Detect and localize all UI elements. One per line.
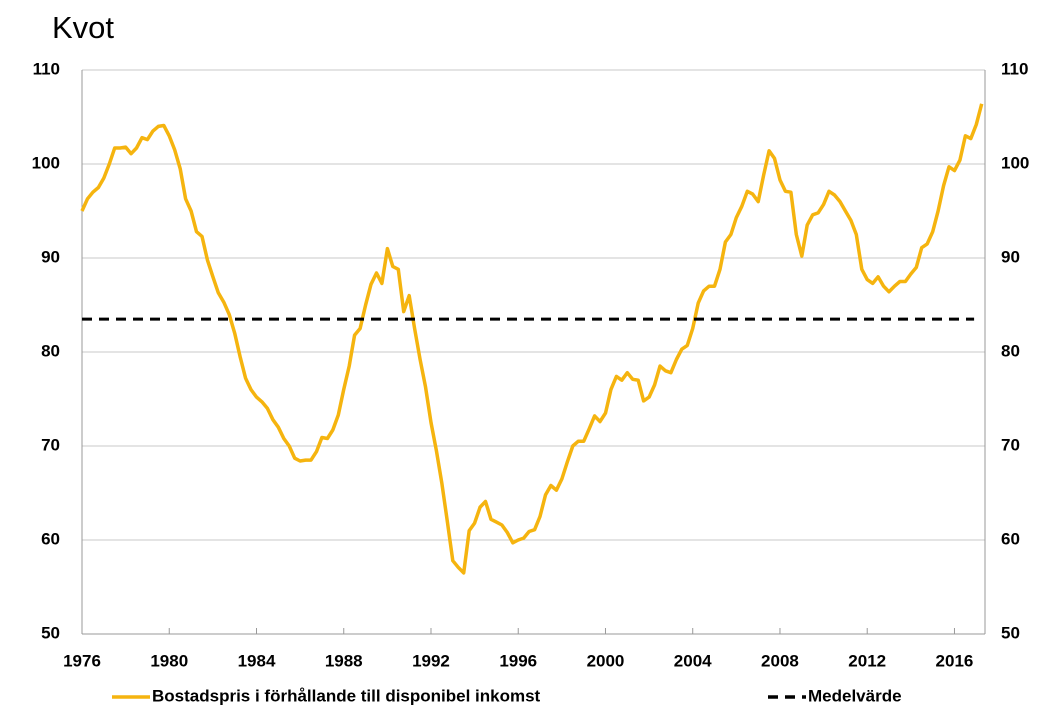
y2-tick-label: 70 <box>1001 435 1020 454</box>
x-tick-label: 1992 <box>412 651 450 670</box>
data-line <box>80 103 984 575</box>
x-tick-label: 1984 <box>238 651 276 670</box>
y-tick-label: 100 <box>32 153 60 172</box>
x-tick-label: 2016 <box>936 651 974 670</box>
y-tick-label: 70 <box>41 435 60 454</box>
x-tick-label: 1980 <box>150 651 188 670</box>
x-tick-label: 2004 <box>674 651 712 670</box>
y-tick-label: 80 <box>41 341 60 360</box>
y2-tick-label: 80 <box>1001 341 1020 360</box>
x-tick-label: 1976 <box>63 651 101 670</box>
chart-title: Kvot <box>52 10 114 45</box>
y-tick-label: 50 <box>41 623 60 642</box>
x-tick-label: 2012 <box>848 651 886 670</box>
x-tick-label: 2000 <box>587 651 625 670</box>
legend-label: Medelvärde <box>808 686 902 705</box>
y-tick-label: 60 <box>41 529 60 548</box>
x-tick-label: 1996 <box>499 651 537 670</box>
y2-tick-label: 100 <box>1001 153 1029 172</box>
y2-tick-label: 60 <box>1001 529 1020 548</box>
legend-label: Bostadspris i förhållande till disponibe… <box>152 686 541 705</box>
x-tick-label: 2008 <box>761 651 799 670</box>
x-tick-label: 1988 <box>325 651 363 670</box>
y-tick-label: 90 <box>41 247 60 266</box>
y-tick-label: 110 <box>33 59 60 78</box>
y2-tick-label: 110 <box>1001 59 1028 78</box>
y2-tick-label: 50 <box>1001 623 1020 642</box>
y2-tick-label: 90 <box>1001 247 1020 266</box>
